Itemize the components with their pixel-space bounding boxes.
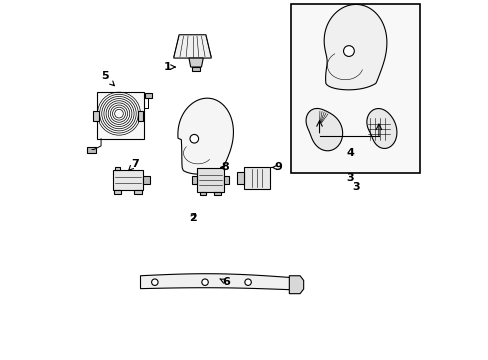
Polygon shape (324, 4, 386, 90)
Text: 7: 7 (128, 159, 139, 171)
Bar (243, 167, 270, 189)
Circle shape (202, 279, 208, 285)
Bar (112, 170, 143, 190)
Bar (97, 92, 144, 139)
Polygon shape (140, 274, 290, 290)
Text: 4: 4 (346, 148, 353, 158)
Bar (214, 192, 221, 195)
Bar (224, 176, 229, 184)
Circle shape (190, 134, 198, 143)
Circle shape (244, 279, 251, 285)
Bar (191, 67, 200, 71)
Circle shape (343, 46, 354, 57)
Polygon shape (366, 108, 396, 148)
Text: 8: 8 (220, 162, 228, 172)
Text: 1: 1 (163, 62, 175, 72)
Polygon shape (289, 276, 303, 294)
Bar (114, 190, 121, 194)
Text: 6: 6 (220, 277, 230, 287)
Bar (145, 93, 152, 98)
Bar (137, 111, 143, 121)
Polygon shape (173, 35, 211, 58)
Circle shape (151, 279, 158, 285)
Bar (237, 172, 243, 184)
Bar (114, 167, 120, 170)
Text: 9: 9 (271, 162, 282, 172)
Text: 3: 3 (346, 173, 353, 183)
Text: 5: 5 (101, 71, 114, 86)
Bar (134, 190, 142, 194)
Bar (197, 168, 224, 192)
Bar (86, 147, 96, 153)
Bar (93, 111, 99, 121)
Text: 3: 3 (351, 182, 359, 192)
Text: 2: 2 (188, 213, 196, 222)
Polygon shape (305, 108, 342, 151)
Polygon shape (188, 58, 203, 67)
Bar (143, 176, 150, 184)
Bar (191, 176, 197, 184)
Bar (200, 192, 206, 195)
Bar (290, 4, 419, 173)
Polygon shape (178, 98, 233, 174)
